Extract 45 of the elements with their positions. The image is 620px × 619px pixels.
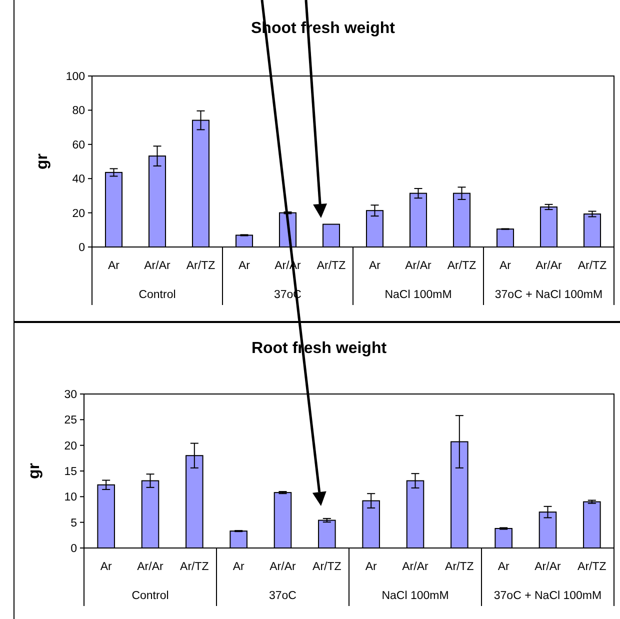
y-tick-label: 10 xyxy=(64,492,77,504)
y-tick-label: 5 xyxy=(70,517,77,530)
x-tick-label: Ar xyxy=(108,260,120,272)
y-tick-label: 25 xyxy=(64,414,77,427)
x-tick-label: Ar/TZ xyxy=(578,561,606,573)
x-tick-label: Ar/Ar xyxy=(144,260,171,272)
y-tick-label: 20 xyxy=(64,440,77,452)
x-tick-label: Ar xyxy=(500,260,512,272)
x-tick-label: Ar/Ar xyxy=(270,561,296,573)
y-tick-label: 0 xyxy=(78,242,85,254)
text: 37oC + NaCl 100mM xyxy=(494,590,602,602)
x-tick-label: Ar xyxy=(365,561,378,573)
x-tick-label: Ar/Ar xyxy=(137,561,164,573)
x-tick-label: Ar/TZ xyxy=(180,561,209,573)
text: 37oC xyxy=(269,590,296,602)
x-tick-label: Ar/Ar xyxy=(534,561,562,573)
y-tick-label: 60 xyxy=(72,139,85,152)
y-tick-label: 20 xyxy=(72,208,85,220)
x-tick-label: Ar/Ar xyxy=(402,561,429,573)
text: NaCl 100mM xyxy=(382,590,449,602)
y-axis-title: gr xyxy=(34,154,51,170)
x-tick-label: Ar xyxy=(100,561,112,573)
y-axis-title: gr xyxy=(26,463,43,479)
x-tick-label: Ar/TZ xyxy=(186,260,216,272)
text: Control xyxy=(138,289,176,301)
x-tick-label: Ar/Ar xyxy=(405,260,432,272)
x-tick-label: Ar xyxy=(369,260,381,272)
x-tick-label: Ar/TZ xyxy=(312,561,342,573)
x-tick-label: Ar xyxy=(238,260,250,272)
text: NaCl 100mM xyxy=(384,289,452,301)
x-tick-label: Ar xyxy=(232,561,245,573)
y-tick-label: 100 xyxy=(66,71,85,84)
text: 37oC + NaCl 100mM xyxy=(494,289,603,301)
text: Control xyxy=(132,590,169,602)
x-tick-label: Ar/TZ xyxy=(578,260,607,272)
y-tick-label: 80 xyxy=(72,105,85,118)
x-tick-label: Ar/Ar xyxy=(536,260,562,272)
x-tick-label: Ar/TZ xyxy=(316,260,346,272)
y-tick-label: 15 xyxy=(64,466,77,478)
y-tick-label: 30 xyxy=(64,389,77,402)
x-tick-label: Ar xyxy=(498,561,510,573)
x-tick-label: Ar/TZ xyxy=(445,561,474,573)
x-tick-label: Ar/TZ xyxy=(447,260,476,272)
y-tick-label: 40 xyxy=(72,174,85,186)
y-tick-label: 0 xyxy=(70,543,77,556)
